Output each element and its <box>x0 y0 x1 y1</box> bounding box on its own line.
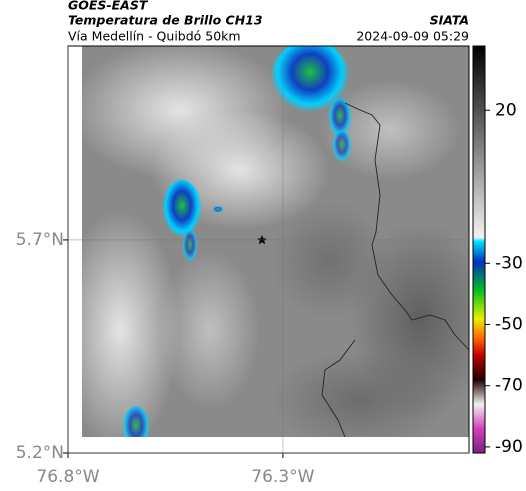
title: Temperatura de Brillo CH13 <box>68 13 263 28</box>
satellite-image <box>82 46 469 437</box>
colorbar <box>472 45 486 454</box>
colorbar-tick-label: -30 <box>495 253 523 273</box>
y-tick-label: 5.7°N <box>16 230 64 250</box>
date: 2024-09-09 05:29 <box>356 29 469 44</box>
source: GOES-EAST <box>68 0 149 13</box>
colorbar-tick-label: -50 <box>495 314 523 334</box>
colorbar-tick-label: 20 <box>495 100 517 120</box>
subtitle: Vía Medellín - Quibdó 50km <box>68 29 241 44</box>
y-tick-label: 5.2°N <box>16 443 64 463</box>
x-tick-label: 76.8°W <box>36 467 99 487</box>
brand: SIATA <box>430 13 469 28</box>
x-tick-label: 76.3°W <box>251 467 314 487</box>
colorbar-tick-label: -70 <box>495 376 523 396</box>
colorbar-tick-label: -90 <box>495 437 523 457</box>
